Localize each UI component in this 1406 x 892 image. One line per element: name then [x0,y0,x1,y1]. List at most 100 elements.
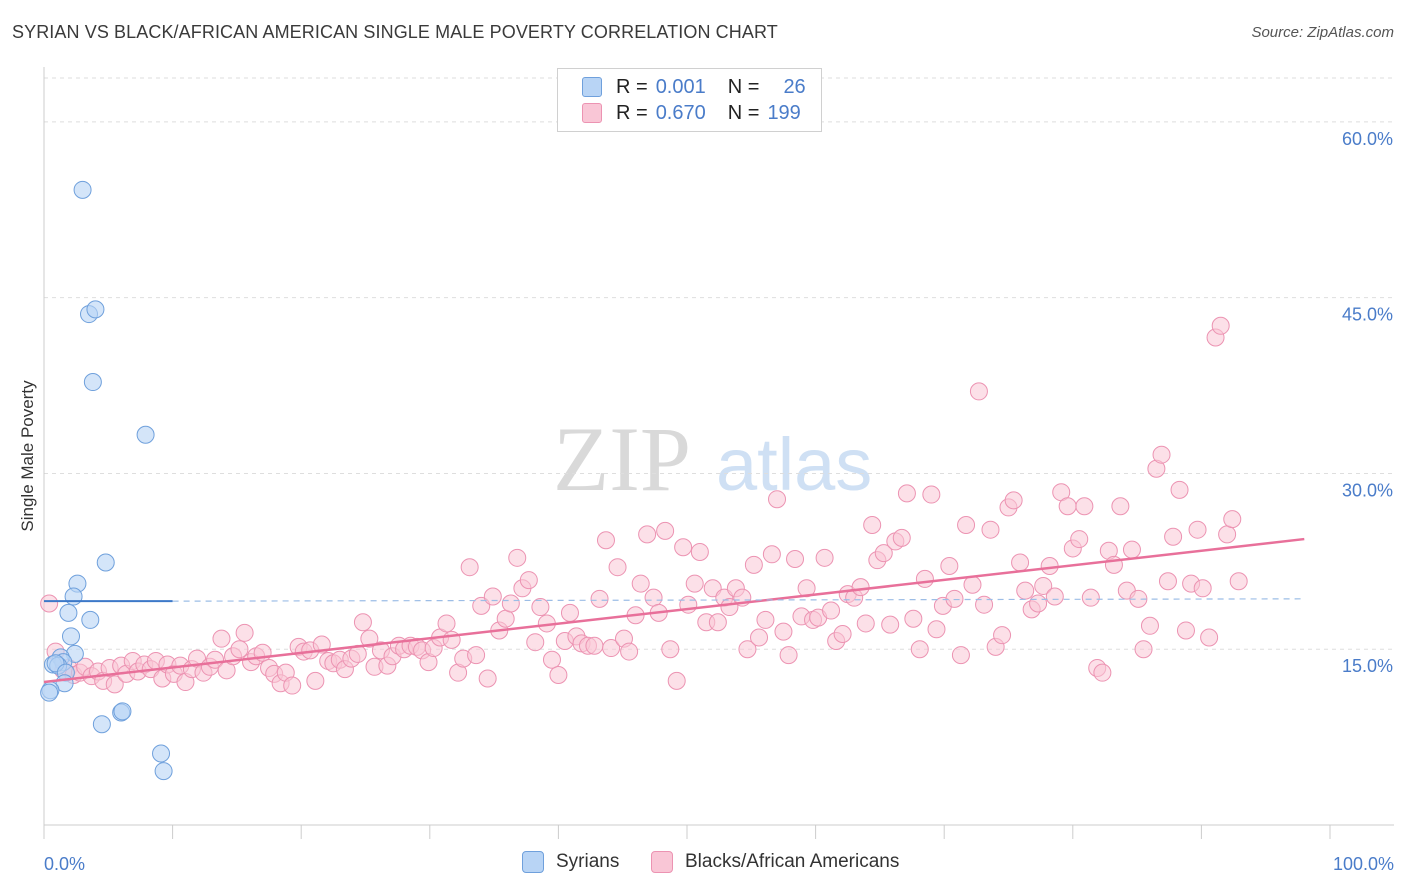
data-point-blacks [1229,572,1248,591]
legend-row-blacks: R = 0.670 N = 199 [582,101,801,125]
data-point-blacks [897,484,916,503]
data-point-blacks [1081,588,1100,607]
axes [43,67,1394,839]
data-point-syrians [96,553,115,572]
data-point-blacks [1070,530,1089,549]
data-point-blacks [963,575,982,594]
data-point-blacks [531,598,550,617]
y-tick-label: 30.0% [1342,480,1393,500]
gridlines [44,77,1394,650]
data-point-syrians [136,425,155,444]
trendline-blacks [43,537,1305,684]
data-point-blacks [1004,491,1023,510]
watermark-atlas: atlas [716,423,872,506]
y-axis-label: Single Male Poverty [18,380,37,532]
data-point-syrians [152,744,171,763]
x-tick-label: 100.0% [1333,854,1394,874]
data-point-blacks [1193,579,1212,598]
data-point-blacks [1034,576,1053,595]
data-point-blacks [756,610,775,629]
data-point-blacks [940,557,959,576]
data-point-blacks [235,623,254,642]
data-point-blacks [975,595,994,614]
data-point-blacks [915,569,934,588]
data-point-blacks [951,646,970,665]
chart-source: Source: ZipAtlas.com [1251,24,1394,41]
data-point-blacks [661,640,680,659]
data-point-blacks [105,675,124,694]
data-point-blacks [590,589,609,608]
bottom-legend-syrians: Syrians [522,851,619,873]
chart-title: SYRIAN VS BLACK/AFRICAN AMERICAN SINGLE … [12,22,778,42]
data-point-blacks [892,528,911,547]
legend-r-label: R = [616,101,648,124]
data-point-blacks [750,628,769,647]
watermark: ZIP atlas [553,408,872,510]
data-point-syrians [73,180,92,199]
data-point-blacks [620,642,639,661]
data-point-syrians [62,627,81,646]
data-point-blacks [993,626,1012,645]
data-point-blacks [526,633,545,652]
series-blacks-points [40,316,1248,695]
data-point-blacks [856,614,875,633]
data-point-blacks [656,521,675,540]
data-point-blacks [1218,525,1237,544]
data-point-blacks [1188,520,1207,539]
data-point-blacks [1164,527,1183,546]
trendlines [43,537,1305,684]
data-point-blacks [638,525,657,544]
data-point-blacks [774,622,793,641]
legend-r-value: 0.001 [655,75,706,98]
legend: R = 0.001 N = 26 R = 0.670 N = 199 [557,68,822,132]
data-point-syrians [154,762,173,781]
data-point-blacks [519,571,538,590]
data-point-blacks [212,629,231,648]
data-point-blacks [1176,621,1195,640]
data-point-blacks [1134,640,1153,659]
legend-row-syrians: R = 0.001 N = 26 [582,75,806,99]
data-point-blacks [560,603,579,622]
data-point-blacks [674,538,693,557]
data-point-blacks [762,545,781,564]
data-point-blacks [779,646,798,665]
data-point-syrians [64,587,83,606]
data-point-blacks [631,574,650,593]
data-point-blacks [1016,581,1035,600]
data-point-syrians [86,300,105,319]
data-point-blacks [738,640,757,659]
data-point-blacks [1111,497,1130,516]
data-point-blacks [1122,540,1141,559]
data-point-blacks [815,548,834,567]
data-point-blacks [1045,587,1064,606]
data-point-blacks [1058,497,1077,516]
data-point-blacks [306,671,325,690]
data-point-blacks [496,609,515,628]
data-point-blacks [1223,510,1242,529]
data-point-blacks [881,615,900,634]
data-point-blacks [644,588,663,607]
legend-n-value: 199 [767,101,801,124]
x-tick-label: 0.0% [44,854,85,874]
y-tick-label: 60.0% [1342,129,1393,149]
data-point-blacks [969,382,988,401]
data-point-blacks [1170,480,1189,499]
legend-swatch-blacks [582,103,602,123]
data-point-blacks [40,594,59,613]
data-point-syrians [40,683,59,702]
bottom-legend-blacks: Blacks/African Americans [651,851,899,873]
data-point-blacks [1075,497,1094,516]
data-point-blacks [863,516,882,534]
legend-n-value: 26 [783,75,806,98]
y-tick-label: 45.0% [1342,305,1393,325]
data-point-syrians [92,715,111,734]
legend-swatch-syrians [582,77,602,97]
legend-n-label: N = [727,75,760,98]
data-point-blacks [508,548,527,567]
data-point-blacks [981,520,1000,539]
legend-r-label: R = [616,75,648,98]
data-point-blacks [501,594,520,613]
data-point-blacks [667,671,686,690]
data-point-blacks [708,613,727,632]
